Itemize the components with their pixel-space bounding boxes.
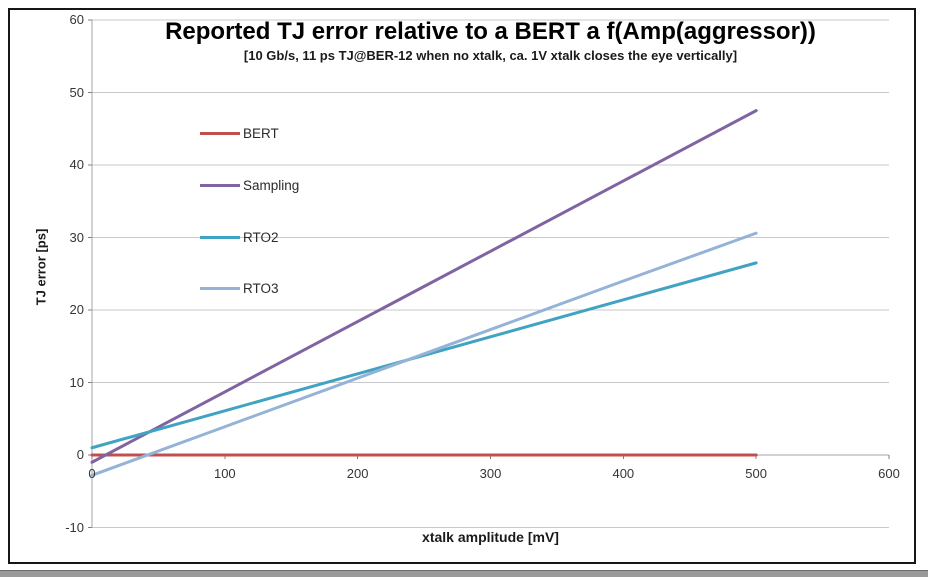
y-axis-tick-label-30: 30 (69, 229, 84, 245)
window-edge-strip (0, 570, 928, 577)
x-axis-tick-label-200: 200 (346, 466, 369, 481)
chart-border (8, 8, 916, 564)
legend-swatch-rto2 (200, 235, 240, 239)
x-axis-tick-label-400: 400 (612, 466, 635, 481)
series-line-rto3 (90, 231, 758, 477)
y-axis-title: TJ error [ps] (33, 228, 49, 306)
x-axis-tick-label-0: 0 (88, 466, 96, 481)
legend-label-bert: BERT (243, 125, 279, 141)
legend-label-sampling: Sampling (243, 177, 300, 193)
y-axis-tick-label-50: 50 (69, 84, 84, 100)
chart-subtitle: [10 Gb/s, 11 ps TJ@BER-12 when no xtalk,… (243, 48, 738, 63)
y-axis-tick-label-40: 40 (69, 157, 84, 172)
legend-item-rto2: RTO2 (200, 228, 279, 246)
x-axis-tick-label-100: 100 (213, 466, 236, 481)
y-axis-tick-label-20: 20 (69, 302, 84, 317)
legend-label-rto2: RTO2 (243, 229, 279, 245)
y-axis-tick-label-0: 0 (76, 447, 84, 462)
legend-swatch-rto3 (200, 286, 240, 290)
legend-item-sampling: Sampling (200, 176, 299, 194)
x-axis-title: xtalk amplitude [mV] (422, 529, 559, 545)
y-axis-tick-label--10: -10 (65, 519, 84, 535)
legend-item-bert: BERT (200, 124, 279, 142)
y-axis-tick-label-10: 10 (69, 374, 84, 390)
legend-item-rto3: RTO3 (200, 279, 279, 297)
x-axis-tick-label-500: 500 (745, 466, 767, 481)
y-axis-tick-label-60: 60 (69, 12, 84, 27)
chart-title: Reported TJ error relative to a BERT a f… (165, 18, 816, 45)
legend-swatch-sampling (200, 183, 240, 187)
legend-label-rto3: RTO3 (243, 280, 279, 296)
legend-swatch-bert (200, 131, 240, 135)
x-axis-tick-label-600: 600 (878, 466, 900, 481)
x-axis-tick-label-300: 300 (479, 466, 502, 481)
series-line-sampling (90, 109, 758, 464)
